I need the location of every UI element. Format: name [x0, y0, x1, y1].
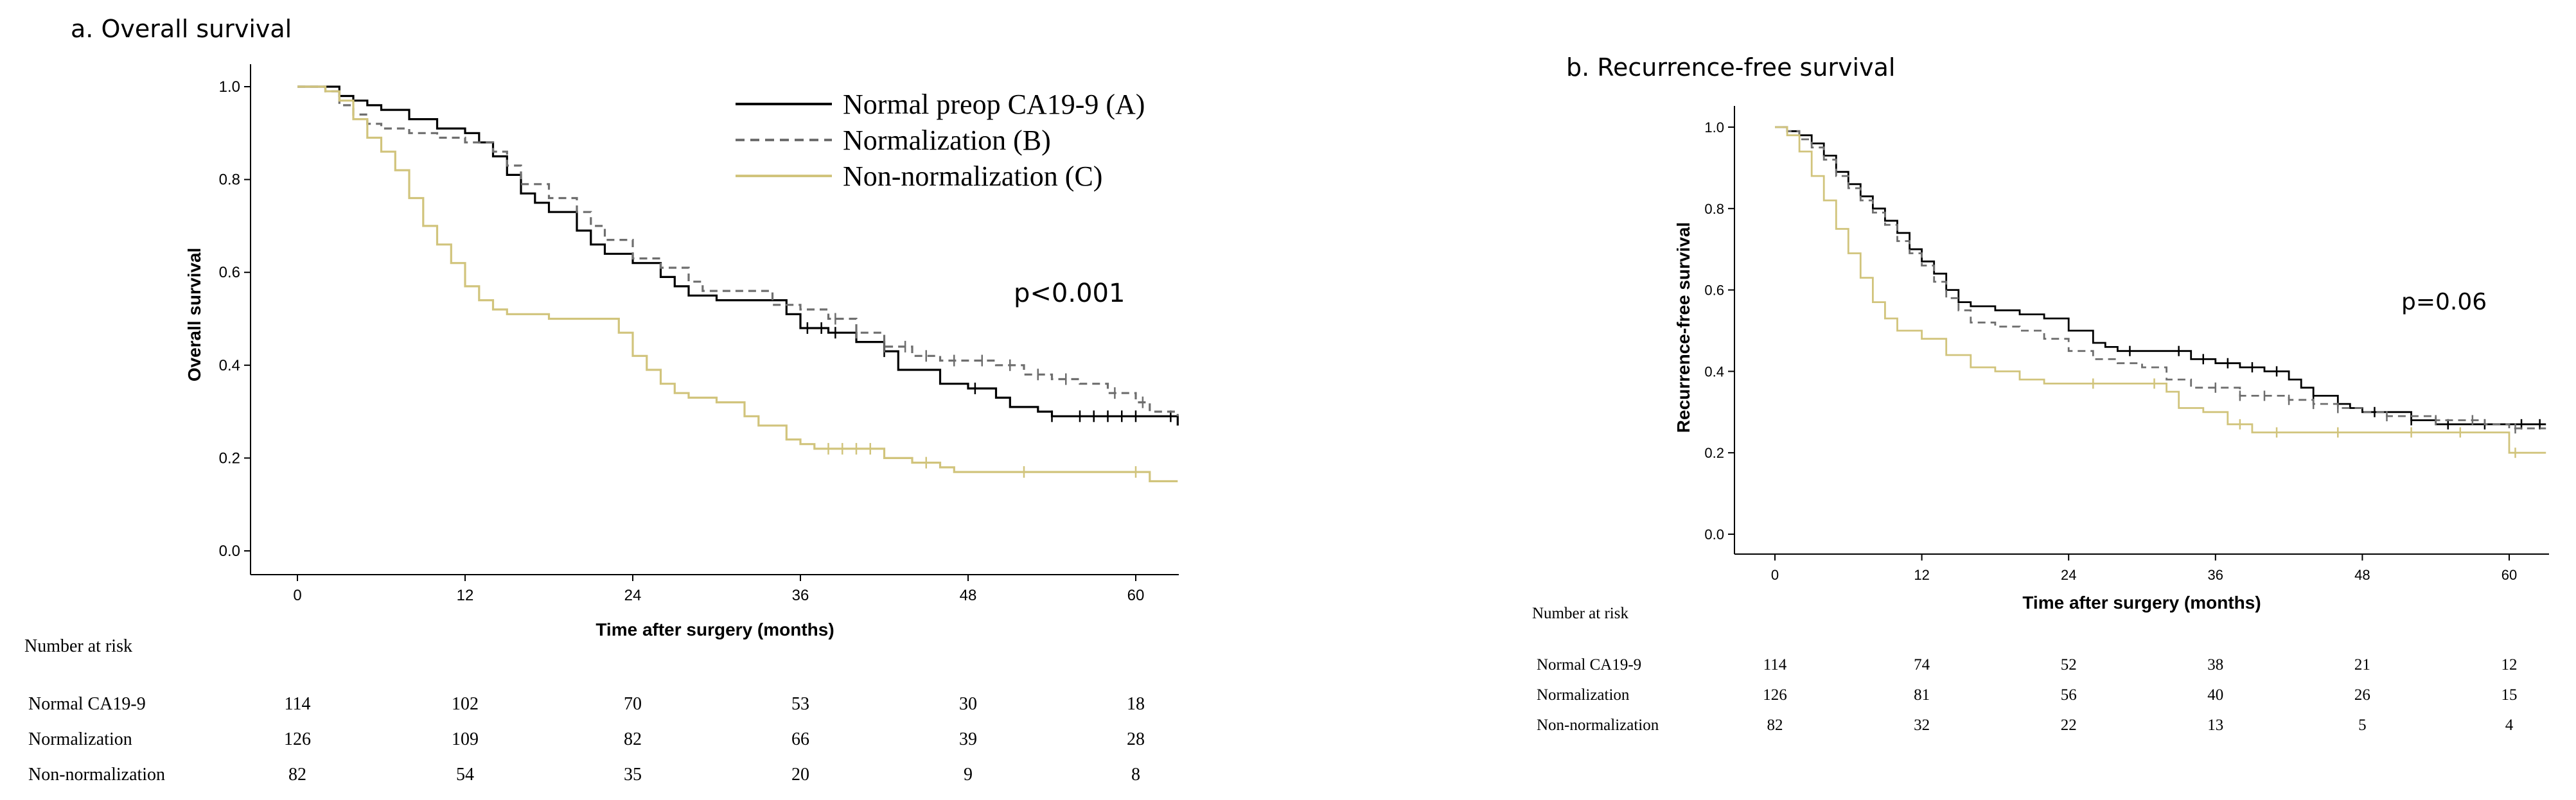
x-tick-label: 48 — [960, 587, 977, 604]
risk-value: 82 — [624, 729, 642, 749]
x-tick-label: 12 — [1914, 567, 1929, 583]
risk-value: 102 — [452, 694, 479, 714]
risk-value: 39 — [959, 729, 977, 749]
x-tick-label: 0 — [1771, 567, 1779, 583]
y-tick-label: 0.0 — [219, 543, 240, 560]
risk-row-label: Normalization — [28, 729, 132, 749]
risk-value: 26 — [2354, 686, 2370, 704]
y-tick-label: 1.0 — [1704, 119, 1724, 135]
risk-value: 56 — [2061, 686, 2077, 704]
panel-b-series — [1775, 126, 2546, 458]
panel-b-risk-table: Number at risk Normal CA19-9 Normalizati… — [1532, 605, 2518, 734]
x-tick-label: 60 — [2501, 567, 2517, 583]
y-tick-label: 0.4 — [219, 357, 240, 374]
y-tick-label: 0.2 — [1704, 445, 1724, 461]
km-curve-normal — [1775, 126, 2546, 426]
km-curve-non-normalization — [1775, 126, 2546, 454]
x-tick-label: 36 — [792, 587, 809, 604]
y-tick-label: 0.0 — [1704, 526, 1724, 543]
risk-value: 82 — [288, 765, 306, 785]
legend-label-non-normalization: Non-normalization (C) — [843, 161, 1102, 192]
panel-a-risk-header: Number at risk — [24, 636, 132, 656]
risk-value: 20 — [791, 765, 809, 785]
panel-b-y-axis-title: Recurrence-free survival — [1673, 222, 1693, 433]
risk-value: 74 — [1914, 656, 1930, 674]
risk-value: 126 — [284, 729, 311, 749]
risk-value: 8 — [1131, 765, 1140, 785]
risk-value: 70 — [624, 694, 642, 714]
risk-value: 66 — [791, 729, 809, 749]
legend-label-normal-preop: Normal preop CA19-9 (A) — [843, 89, 1145, 120]
panel-a-legend: Normal preop CA19-9 (A) Normalization (B… — [736, 89, 1145, 192]
risk-value: 52 — [2061, 656, 2077, 674]
risk-value: 12 — [2501, 656, 2518, 674]
panel-a-x-ticks: 0 12 24 36 48 60 — [293, 575, 1144, 604]
panel-a-overall-survival: a. Overall survival 0.0 0.2 0.4 0.6 0.8 1.0 0… — [24, 15, 1179, 785]
risk-value: 114 — [1763, 656, 1787, 674]
x-tick-label: 48 — [2354, 567, 2370, 583]
risk-value: 81 — [1914, 686, 1930, 704]
y-tick-label: 0.6 — [219, 264, 240, 281]
panel-a-title: a. Overall survival — [71, 15, 292, 43]
risk-value: 53 — [791, 694, 809, 714]
risk-value: 4 — [2505, 717, 2514, 734]
risk-value: 18 — [1127, 694, 1145, 714]
panel-b-title: b. Recurrence-free survival — [1566, 53, 1895, 82]
risk-value: 13 — [2207, 717, 2223, 734]
x-tick-label: 0 — [293, 587, 301, 604]
risk-value: 126 — [1763, 686, 1787, 704]
x-tick-label: 36 — [2208, 567, 2223, 583]
risk-value: 21 — [2354, 656, 2370, 674]
risk-value: 32 — [1914, 717, 1930, 734]
risk-value: 109 — [452, 729, 479, 749]
risk-row-label: Non-normalization — [1537, 717, 1659, 734]
risk-value: 35 — [624, 765, 642, 785]
panel-a-x-axis-title: Time after surgery (months) — [595, 620, 834, 639]
risk-value: 54 — [456, 765, 474, 785]
panel-b-risk-header: Number at risk — [1532, 605, 1628, 622]
panel-b-x-ticks: 0 12 24 36 48 60 — [1771, 554, 2517, 583]
risk-row-label: Non-normalization — [28, 765, 165, 785]
y-tick-label: 0.6 — [1704, 283, 1724, 299]
risk-value: 82 — [1767, 717, 1783, 734]
y-tick-label: 0.4 — [1704, 363, 1724, 379]
panel-b-p-value: p=0.06 — [2401, 289, 2487, 315]
legend-label-normalization: Normalization (B) — [843, 125, 1051, 156]
risk-value: 22 — [2061, 717, 2077, 734]
y-tick-label: 0.8 — [219, 171, 240, 189]
x-tick-label: 60 — [1127, 587, 1145, 604]
risk-value: 40 — [2207, 686, 2223, 704]
y-tick-label: 0.8 — [1704, 201, 1724, 217]
risk-value: 5 — [2358, 717, 2367, 734]
panel-b-recurrence-free-survival: b. Recurrence-free survival 0.0 0.2 0.4 0.6… — [1532, 53, 2549, 734]
panel-a-risk-values: 114 102 70 53 30 18 126 109 82 66 39 28 82 54 35 20 9 8 — [284, 694, 1145, 785]
y-tick-label: 1.0 — [219, 78, 240, 96]
x-tick-label: 24 — [2061, 567, 2076, 583]
risk-value: 30 — [959, 694, 977, 714]
risk-row-label: Normal CA19-9 — [1537, 656, 1641, 674]
panel-a-p-value: p<0.001 — [1014, 279, 1125, 308]
panel-b-y-ticks: 0.0 0.2 0.4 0.6 0.8 1.0 — [1704, 119, 1734, 543]
panel-b-risk-values: 114 74 52 38 21 12 126 81 56 40 26 15 82 32 22 13 5 4 — [1763, 656, 2517, 734]
panel-a-y-axis-title: Overall survival — [184, 248, 204, 382]
panel-a-series — [297, 85, 1179, 483]
panel-a-y-ticks: 0.0 0.2 0.4 0.6 0.8 1.0 — [219, 78, 251, 560]
risk-row-label: Normal CA19-9 — [28, 694, 146, 714]
risk-value: 38 — [2207, 656, 2223, 674]
risk-row-label: Normalization — [1537, 686, 1630, 704]
y-tick-label: 0.2 — [219, 449, 240, 467]
risk-value: 114 — [285, 694, 311, 714]
risk-value: 28 — [1127, 729, 1145, 749]
panel-b-x-axis-title: Time after surgery (months) — [2022, 593, 2261, 613]
x-tick-label: 24 — [624, 587, 642, 604]
risk-value: 15 — [2501, 686, 2518, 704]
risk-value: 9 — [964, 765, 973, 785]
panel-a-risk-table: Number at risk Normal CA19-9 Normalizati… — [24, 636, 1145, 785]
x-tick-label: 12 — [457, 587, 474, 604]
